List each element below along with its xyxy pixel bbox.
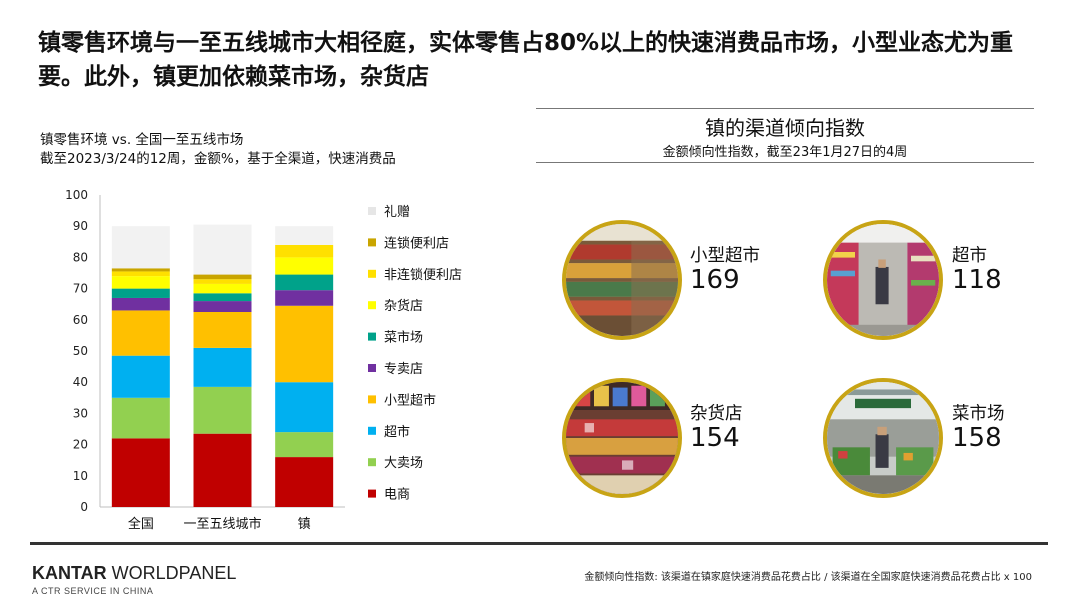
index-bottom-rule [536,162,1034,163]
index-top-rule [536,108,1034,109]
bar-segment [275,290,334,306]
footnote: 金额倾向性指数: 该渠道在镇家庭快速消费品花费占比 / 该渠道在全国家庭快速消费… [584,572,1032,583]
legend-swatch [368,426,376,435]
logo-rest-text: WORLDPANEL [106,563,237,583]
legend-swatch [368,395,376,404]
chart-title-line2: 截至2023/3/24的12周，金额%，基于全渠道，快速消费品 [40,151,396,167]
bar-segment [193,312,252,348]
channel-value-small-supermarket: 169 [690,265,740,295]
chart-title-line1: 镇零售环境 vs. 全国一至五线市场 [40,132,244,148]
bar-segment [111,268,170,272]
bar-segment [275,226,334,245]
x-category-label: 一至五线城市 [183,516,261,532]
bar-segment [193,386,252,434]
channel-value-supermarket: 118 [952,265,1002,295]
legend-label: 小型超市 [384,392,436,408]
channel-value-wet-market: 158 [952,423,1002,453]
wet-market-photo [823,378,943,498]
channel-name-grocery-store: 杂货店 [690,404,743,424]
bar-segment [275,244,334,258]
bar-segment [111,226,170,269]
legend-label: 杂货店 [384,298,423,314]
page-headline: 镇零售环境与一至五线城市大相径庭，实体零售占80%以上的快速消费品市场，小型业态… [38,30,1014,90]
legend-label: 连锁便利店 [384,235,449,251]
bar-segment [111,310,170,356]
y-tick-label: 70 [73,282,88,296]
index-title: 镇的渠道倾向指数 [705,116,865,140]
bar-segment [275,274,334,291]
bar-segment [193,274,252,280]
y-tick-label: 50 [73,344,88,358]
channel-name-small-supermarket: 小型超市 [690,246,760,266]
footer-rule [30,542,1048,545]
bar-segment [111,288,170,298]
bar-segment [275,432,334,458]
bar-segment [193,293,252,302]
legend-swatch [368,238,376,247]
legend-swatch [368,269,376,278]
index-subtitle: 金额倾向性指数，截至23年1月27日的4周 [662,145,908,160]
bar-segment [111,297,170,311]
bar-segment [275,257,334,275]
y-tick-label: 30 [73,406,88,420]
bar-segment [193,433,252,507]
y-tick-label: 10 [73,469,88,483]
y-tick-label: 100 [65,188,88,202]
bar-segment [111,355,170,398]
logo-subtitle: A CTR SERVICE IN CHINA [32,586,154,596]
legend-label: 超市 [384,424,410,440]
kantar-worldpanel-logo: KANTAR WORLDPANEL [32,563,236,584]
legend-swatch [368,207,376,215]
y-tick-label: 40 [73,375,88,389]
x-category-label: 镇 [298,517,311,532]
grocery-store-photo [562,378,682,498]
legend-label: 礼赠 [384,204,410,220]
legend-swatch [368,364,376,372]
stacked-bar-chart: 0 10 20 30 40 50 60 70 80 90 100 全国 一至五线城市 镇 礼赠连锁便利店非连… [65,188,462,532]
y-tick-label: 20 [73,438,88,452]
legend-label: 非连锁便利店 [384,267,462,283]
bar-segment [111,276,170,289]
legend-swatch [368,458,376,467]
bar-segment [193,301,252,312]
y-tick-label: 80 [73,250,88,264]
bar-segment [111,397,170,439]
bar-segment [275,457,334,507]
bar-segment [193,347,252,387]
small-supermarket-photo [562,220,682,340]
legend-swatch [368,301,376,310]
legend-swatch [368,489,376,498]
channel-name-wet-market: 菜市场 [952,404,1005,424]
y-tick-label: 0 [80,500,88,514]
chart-title: 镇零售环境 vs. 全国一至五线市场 截至2023/3/24的12周，金额%，基… [40,131,396,169]
bar-segment [111,271,170,277]
bar-segment [193,283,252,294]
channel-value-grocery-store: 154 [690,423,740,453]
legend-label: 电商 [384,488,410,503]
supermarket-photo [823,220,943,340]
legend-label: 专卖店 [384,362,423,377]
bar-segment [275,382,334,433]
bar-segment [193,224,252,275]
channel-name-supermarket: 超市 [952,246,987,266]
legend-swatch [368,332,376,341]
bar-segment [275,305,334,383]
legend-label: 菜市场 [384,330,423,346]
y-tick-label: 60 [73,313,88,327]
x-category-label: 全国 [128,516,154,532]
legend-label: 大卖场 [384,456,423,471]
y-tick-label: 90 [73,219,88,233]
bar-segment [193,279,252,284]
logo-bold-text: KANTAR [32,563,107,583]
bar-segment [111,438,170,507]
